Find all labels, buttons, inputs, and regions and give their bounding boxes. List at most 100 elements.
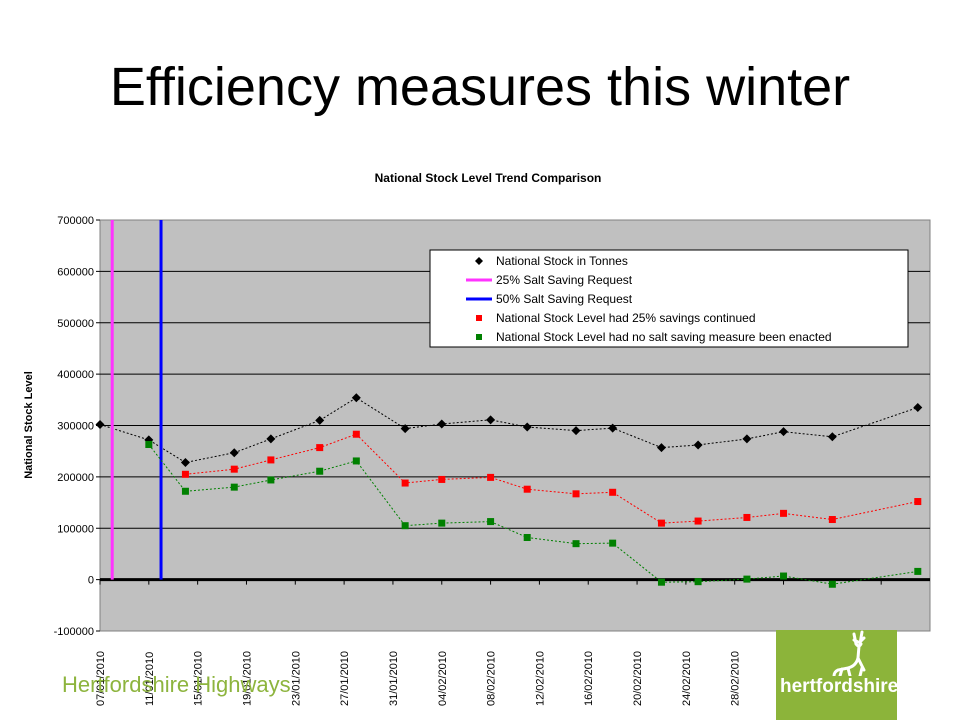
legend-entry: 50% Salt Saving Request: [466, 292, 633, 306]
y-tick-label: -100000: [54, 626, 94, 638]
data-point: [267, 476, 275, 484]
y-tick-label: 0: [88, 575, 94, 587]
data-point: [914, 567, 922, 575]
data-point: [743, 575, 751, 583]
y-axis-ticks: -100000 0 100000 200000 300000 400000 500000 60…: [54, 215, 100, 638]
data-point: [913, 403, 923, 413]
series-layer: [95, 220, 923, 588]
y-tick-label: 600000: [57, 266, 94, 278]
data-point: [914, 498, 922, 506]
x-tick-label: 15/01/2010: [193, 651, 205, 706]
x-tick-label: 23/01/2010: [290, 651, 302, 706]
data-point: [571, 426, 581, 436]
data-point: [487, 518, 495, 526]
data-point: [400, 424, 410, 434]
x-tick-label: 19/01/2010: [241, 651, 253, 706]
legend-label: National Stock in Tonnes: [496, 254, 628, 268]
data-point: [352, 430, 360, 438]
data-point: [230, 483, 238, 491]
series-group: [95, 393, 923, 467]
data-point: [656, 443, 666, 453]
legend-label: 25% Salt Saving Request: [496, 273, 633, 287]
y-tick-label: 700000: [57, 215, 94, 227]
y-tick-label: 100000: [57, 523, 94, 535]
legend-entry: National Stock Level had 25% savings con…: [476, 311, 756, 325]
legend-swatch: [475, 257, 483, 265]
stag-icon: [832, 630, 866, 676]
data-point: [522, 422, 532, 432]
data-point: [352, 457, 360, 465]
data-point: [657, 519, 665, 527]
y-tick-label: 500000: [57, 318, 94, 330]
x-tick-label: 28/02/2010: [730, 651, 742, 706]
legend-swatch: [476, 315, 482, 321]
y-tick-label: 200000: [57, 472, 94, 484]
data-point: [743, 513, 751, 521]
legend-label: National Stock Level had 25% savings con…: [496, 311, 756, 325]
data-point: [438, 475, 446, 483]
legend: National Stock in Tonnes 25% Salt Saving …: [429, 249, 909, 348]
data-point: [609, 488, 617, 496]
data-point: [657, 578, 665, 586]
data-point: [828, 580, 836, 588]
data-point: [523, 485, 531, 493]
data-point: [315, 415, 325, 425]
series-group: [181, 430, 922, 527]
footer-text: Hertfordshire Highways: [62, 672, 291, 697]
data-point: [401, 479, 409, 487]
legend-swatch: [476, 334, 482, 340]
data-point: [351, 393, 361, 403]
legend-label: National Stock Level had no salt saving …: [496, 330, 832, 344]
x-tick-label: 11/01/2010: [144, 652, 156, 706]
data-point: [181, 470, 189, 478]
data-point: [523, 533, 531, 541]
data-point: [609, 539, 617, 547]
data-point: [229, 448, 239, 458]
data-point: [180, 457, 190, 467]
legend-box: [429, 249, 909, 348]
data-point: [608, 423, 618, 433]
data-point: [827, 432, 837, 442]
data-point: [572, 490, 580, 498]
data-point: [742, 434, 752, 444]
legend-entry: National Stock in Tonnes: [475, 254, 628, 268]
data-point: [487, 473, 495, 481]
x-tick-label: 12/02/2010: [534, 651, 546, 706]
data-point: [316, 467, 324, 475]
x-tick-label: 31/01/2010: [388, 651, 400, 706]
y-tick-label: 400000: [57, 369, 94, 381]
data-point: [230, 465, 238, 473]
data-point: [267, 456, 275, 464]
data-point: [145, 441, 153, 449]
x-tick-label: 07/01/2010: [95, 651, 107, 706]
data-point: [694, 517, 702, 525]
y-axis-label: National Stock Level: [23, 371, 35, 479]
data-point: [779, 427, 789, 437]
series-group: [145, 441, 922, 588]
series-line: [148, 444, 918, 585]
x-tick-label: 16/02/2010: [583, 651, 595, 706]
x-tick-label: 20/02/2010: [632, 651, 644, 706]
data-point: [401, 522, 409, 530]
data-point: [780, 572, 788, 580]
data-point: [437, 419, 447, 429]
data-point: [486, 415, 496, 425]
slide-title: Efficiency measures this winter: [109, 57, 851, 117]
legend-label: 50% Salt Saving Request: [496, 292, 633, 306]
data-point: [181, 487, 189, 495]
data-point: [694, 578, 702, 586]
data-point: [572, 540, 580, 548]
data-point: [780, 509, 788, 517]
data-point: [828, 516, 836, 524]
data-point: [95, 419, 105, 429]
data-point: [693, 440, 703, 450]
data-point: [316, 444, 324, 452]
legend-entry: National Stock Level had no salt saving …: [476, 330, 832, 344]
logo-text: hertfordshire: [780, 676, 899, 697]
data-point: [266, 434, 276, 444]
y-tick-label: 300000: [57, 421, 94, 433]
chart-title: National Stock Level Trend Comparison: [375, 171, 602, 185]
x-tick-label: 08/02/2010: [486, 651, 498, 706]
x-tick-label: 04/02/2010: [437, 651, 449, 706]
